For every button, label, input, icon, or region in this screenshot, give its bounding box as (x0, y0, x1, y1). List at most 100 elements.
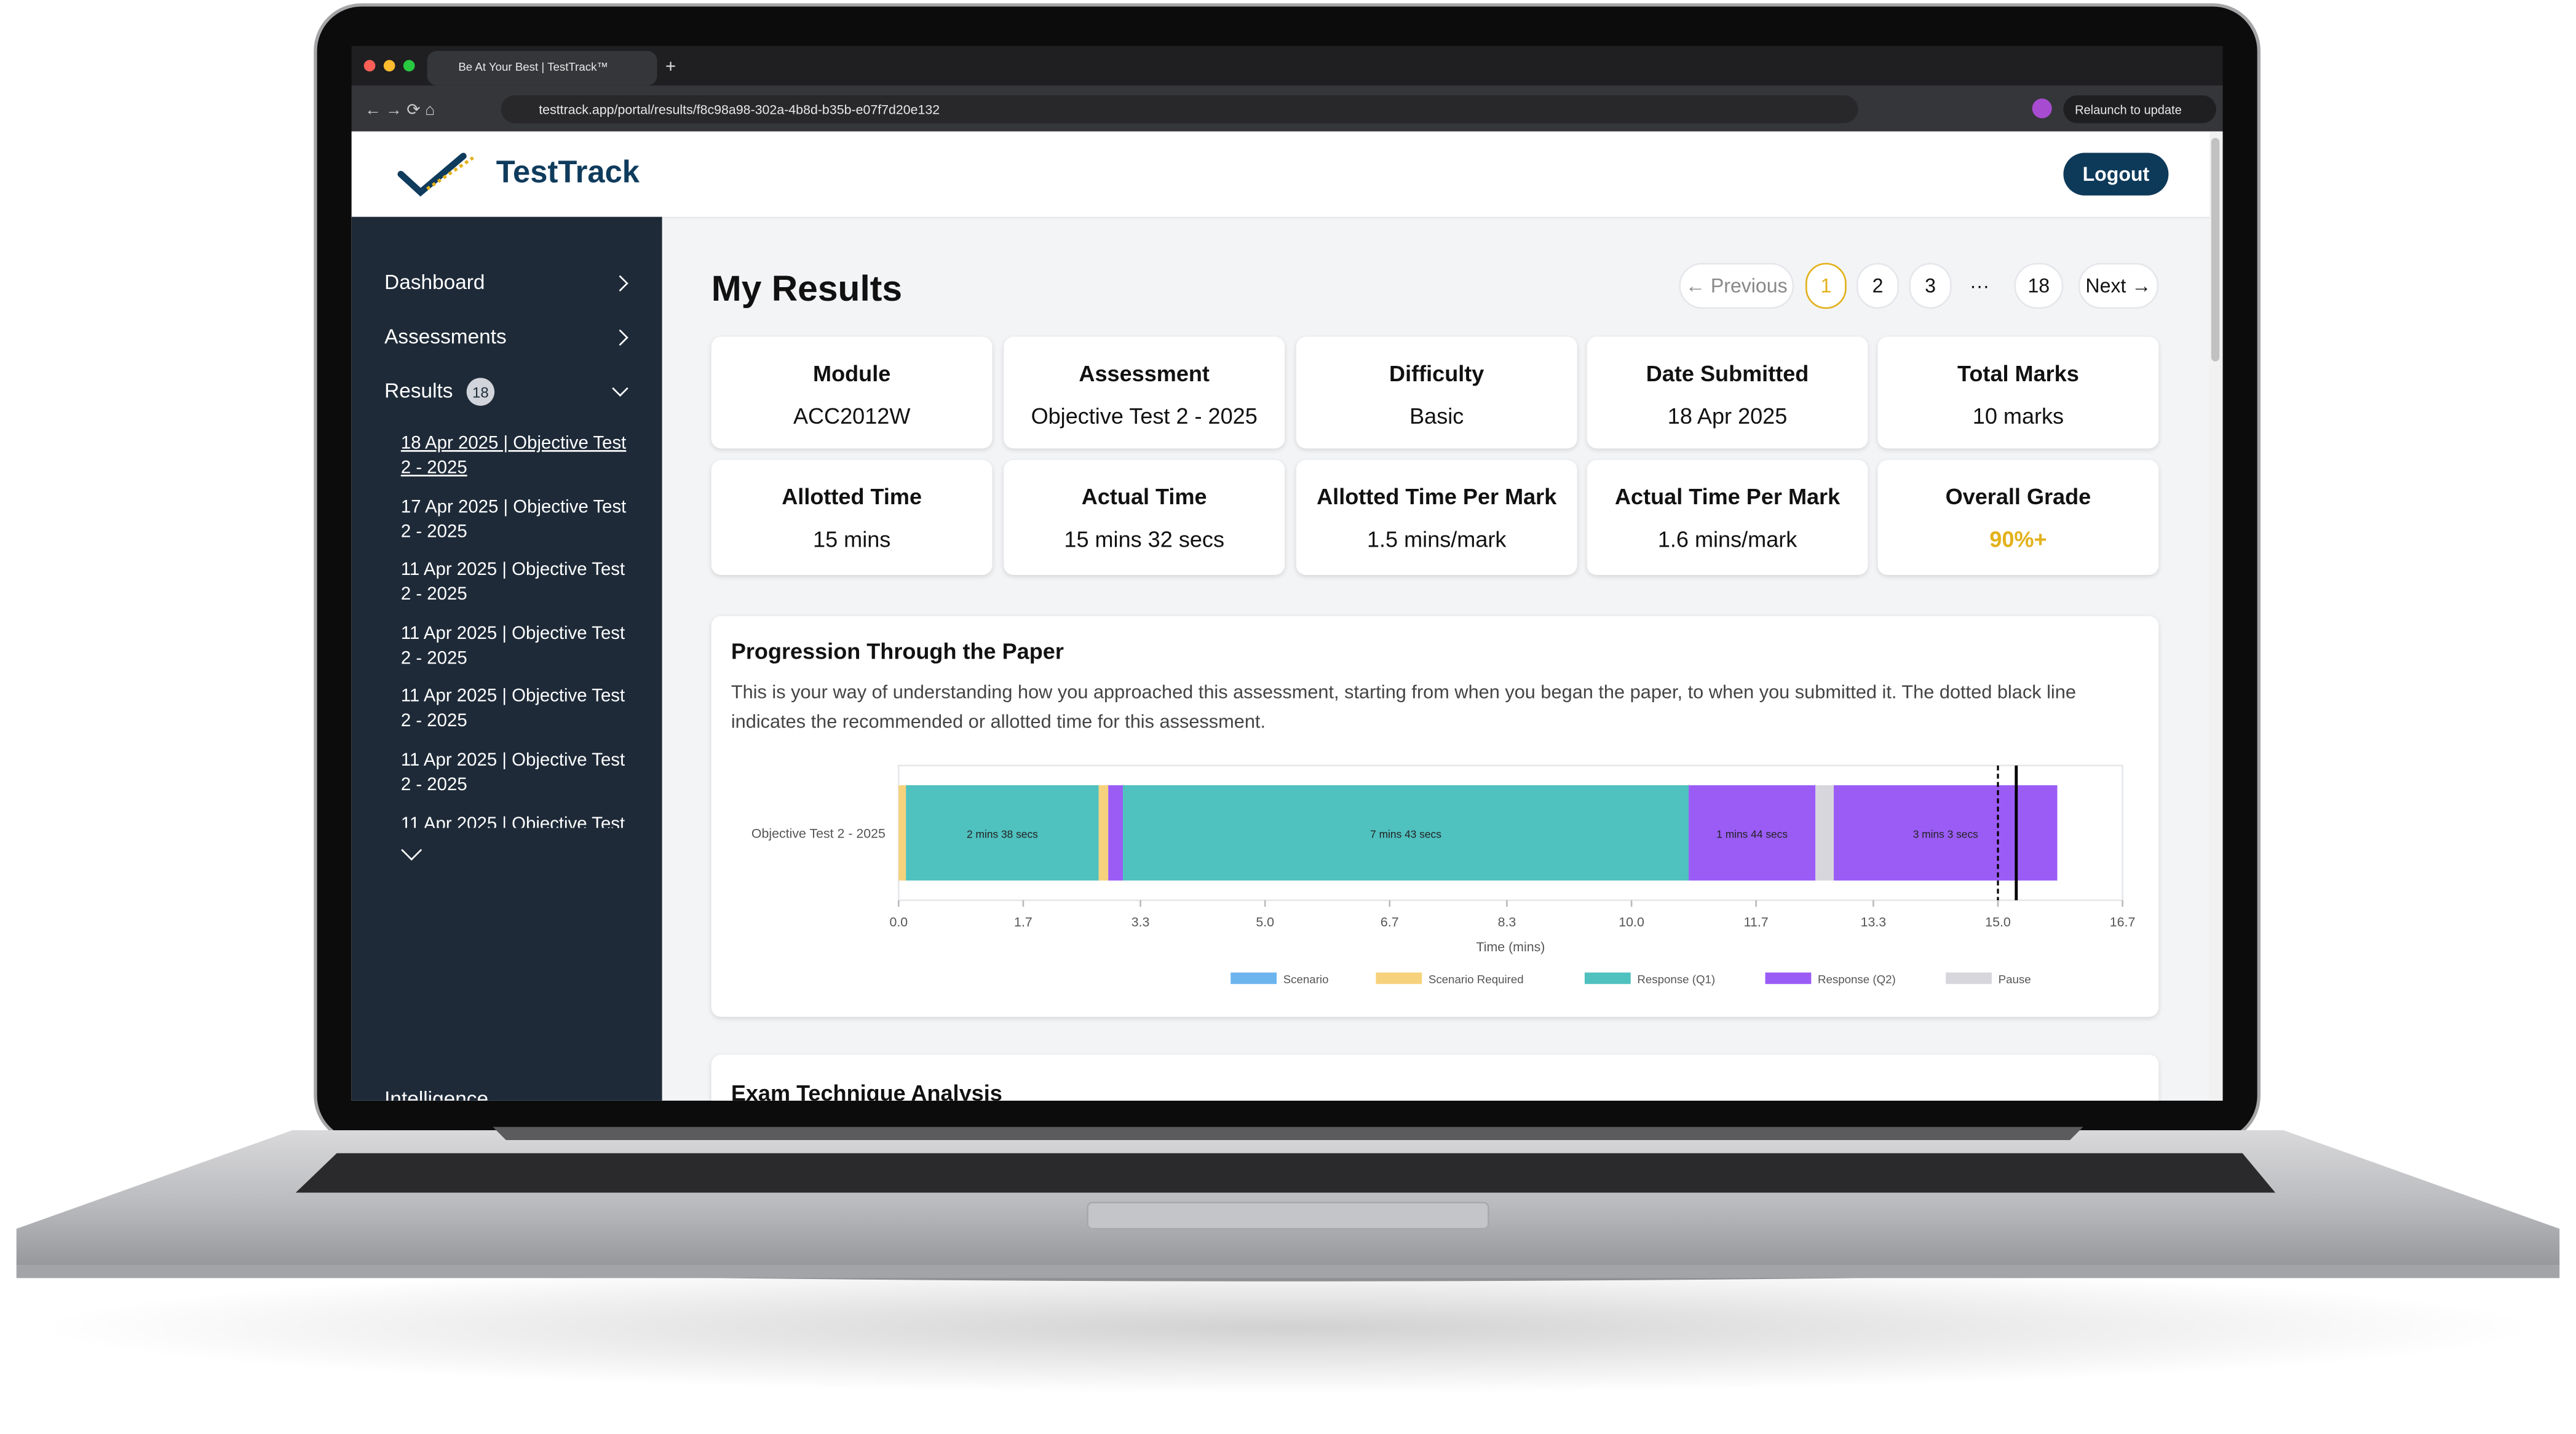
summary-card: Assessment Objective Test 2 - 2025 (1004, 336, 1285, 449)
bar-segment (1108, 785, 1123, 881)
card-label: Actual Time (1081, 485, 1207, 510)
tab[interactable] (427, 50, 657, 85)
card-label: Allotted Time (782, 485, 922, 510)
page-button[interactable]: 1 (1805, 263, 1847, 309)
section-title: Exam Technique Analysis (731, 1080, 1002, 1101)
logo (397, 153, 474, 197)
result-link[interactable]: 11 Apr 2025 | Objective Test 2 - 2025 (400, 687, 625, 732)
results-list: 18 Apr 2025 | Objective Test 2 - 2025 17 … (352, 421, 662, 828)
result-link[interactable]: 11 Apr 2025 | Objective Test 2 - 2025 (400, 814, 625, 828)
nav-icons[interactable]: ← → ⟳ ⌂ (365, 100, 435, 119)
card-value: 10 marks (1972, 404, 2064, 429)
x-tick-label: 1.7 (1014, 915, 1032, 930)
x-tick-label: 10.0 (1619, 915, 1644, 930)
trackpad (1087, 1202, 1489, 1230)
shadow (39, 1261, 2537, 1393)
result-link[interactable]: 18 Apr 2025 | Objective Test 2 - 2025 (400, 434, 627, 478)
segment-label: 2 mins 38 secs (967, 828, 1038, 840)
nav-item[interactable]: Intelligence (384, 1087, 489, 1101)
card-value: Basic (1409, 404, 1464, 429)
page-button[interactable]: ··· (1970, 274, 1990, 298)
nav-item[interactable]: Results (384, 379, 453, 403)
summary-card: Total Marks 10 marks (1877, 336, 2159, 449)
x-tick-label: 3.3 (1131, 915, 1150, 930)
badge: 18 (466, 378, 495, 406)
card-label: Allotted Time Per Mark (1317, 485, 1557, 510)
pagination-arrow[interactable]: Next → (2078, 263, 2159, 309)
nav-item[interactable]: Dashboard (384, 271, 485, 295)
logout-button[interactable]: Logout (2063, 153, 2169, 196)
card-label: Module (813, 361, 891, 386)
scrollbar[interactable] (2209, 131, 2223, 1101)
legend-swatch (1376, 972, 1422, 984)
relaunch-text: Relaunch to update (2075, 104, 2182, 117)
page-button[interactable]: 18 (2014, 263, 2064, 309)
legend-label: Scenario (1283, 973, 1329, 986)
card-value: 15 mins (813, 527, 891, 552)
progression-chart: 0.0 1.7 3.3 5.0 6.7 8.3 10.0 11.7 13.3 15.0 16.7 Ti… (751, 764, 2136, 986)
summary-card: Allotted Time 15 mins (711, 460, 993, 576)
x-axis-label: Time (mins) (1476, 940, 1545, 954)
nav-item[interactable]: Assessments (384, 325, 507, 349)
legend-label: Response (Q1) (1637, 973, 1715, 986)
legend-label: Response (Q2) (1818, 973, 1896, 986)
base-edge (16, 1265, 2560, 1278)
relaunch-pill[interactable] (2063, 95, 2216, 124)
card-value: ACC2012W (793, 404, 911, 429)
segment-label: 3 mins 3 secs (1913, 828, 1978, 840)
result-link[interactable]: 11 Apr 2025 | Objective Test 2 - 2025 (400, 750, 625, 796)
header: TestTrack Logout (351, 131, 2223, 219)
card-value: Objective Test 2 - 2025 (1031, 404, 1258, 429)
new-tab[interactable]: + (665, 57, 676, 77)
card-value: 15 mins 32 secs (1064, 527, 1224, 552)
x-tick-label: 5.0 (1256, 915, 1274, 930)
pagination-arrow[interactable]: ← Previous (1679, 263, 1794, 309)
screen: TestTrack Logout Dashboard Assessments Res… (351, 131, 2223, 1101)
zoom-dot[interactable] (403, 60, 415, 72)
scroll-thumb[interactable] (2211, 138, 2220, 362)
section-description: This is your way of understanding how yo… (731, 683, 2076, 733)
keyboard (295, 1153, 2276, 1193)
sidebar: Dashboard Assessments Results 18 18 Apr 2025… (351, 216, 662, 1101)
close-dot[interactable] (363, 60, 376, 72)
result-link[interactable]: 11 Apr 2025 | Objective Test 2 - 2025 (400, 624, 625, 668)
x-tick-label: 6.7 (1381, 915, 1399, 930)
legend-label: Scenario Required (1429, 973, 1524, 986)
bar-segment (1834, 785, 2058, 881)
card-label: Total Marks (1957, 361, 2079, 386)
bar-segment (1098, 785, 1109, 881)
card-label: Difficulty (1389, 361, 1484, 386)
card-value: 1.6 mins/mark (1657, 527, 1797, 552)
tab-bar (351, 46, 2223, 85)
summary-card: Overall Grade 90%+ (1877, 460, 2159, 576)
minimize-dot[interactable] (383, 60, 395, 72)
technique-card: Exam Technique Analysis (711, 1055, 2159, 1101)
card-label: Assessment (1079, 361, 1210, 386)
result-link[interactable]: 11 Apr 2025 | Objective Test 2 - 2025 (400, 560, 625, 605)
legend-swatch (1584, 972, 1631, 984)
card-value: 18 Apr 2025 (1667, 404, 1788, 429)
bar-segment (1122, 785, 1689, 881)
summary-card: Actual Time Per Mark 1.6 mins/mark (1587, 460, 1868, 576)
summary-card: Allotted Time Per Mark 1.5 mins/mark (1296, 460, 1577, 576)
profile[interactable] (2032, 98, 2052, 119)
page-button[interactable]: 2 (1856, 263, 1900, 309)
category-label: Objective Test 2 - 2025 (751, 826, 886, 841)
x-tick-label: 15.0 (1985, 915, 2011, 930)
card-label: Overall Grade (1945, 485, 2091, 510)
result-link[interactable]: 17 Apr 2025 | Objective Test 2 - 2025 (400, 497, 627, 542)
x-tick-label: 11.7 (1744, 915, 1769, 930)
bar-segment (906, 785, 1099, 881)
brand[interactable]: TestTrack (496, 156, 640, 191)
x-tick-label: 0.0 (889, 915, 908, 930)
page-title: My Results (711, 267, 903, 309)
card-label: Actual Time Per Mark (1615, 485, 1841, 510)
legend-swatch (1946, 972, 1992, 984)
card-value: 90%+ (1989, 527, 2047, 552)
omnibox[interactable] (501, 95, 1858, 124)
legend-swatch (1765, 972, 1812, 984)
page-button[interactable]: 3 (1909, 263, 1952, 309)
x-tick-label: 16.7 (2110, 915, 2136, 930)
tab-title: Be At Your Best | TestTrack™ (458, 60, 608, 73)
